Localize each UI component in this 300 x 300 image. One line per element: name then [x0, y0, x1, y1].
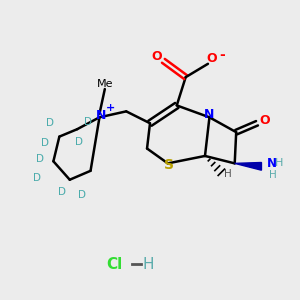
- Text: D: D: [46, 118, 54, 128]
- Text: O: O: [259, 114, 270, 127]
- Text: D: D: [75, 137, 83, 147]
- Text: O: O: [206, 52, 217, 65]
- Text: H: H: [274, 158, 283, 168]
- Text: N: N: [204, 108, 214, 121]
- Text: -: -: [219, 48, 225, 62]
- Text: S: S: [164, 158, 174, 172]
- Text: Me: Me: [97, 79, 113, 89]
- Text: H: H: [224, 169, 232, 179]
- Text: N: N: [96, 109, 106, 122]
- Text: D: D: [33, 173, 41, 183]
- Polygon shape: [235, 163, 262, 170]
- Text: N: N: [267, 157, 277, 170]
- Text: H: H: [269, 170, 277, 180]
- Text: O: O: [152, 50, 162, 63]
- Text: Cl: Cl: [106, 257, 122, 272]
- Text: D: D: [58, 187, 66, 197]
- Text: +: +: [106, 103, 116, 113]
- Text: D: D: [41, 138, 50, 148]
- Text: D: D: [84, 117, 92, 127]
- Text: D: D: [36, 154, 44, 164]
- Text: D: D: [78, 190, 86, 200]
- Text: H: H: [143, 257, 154, 272]
